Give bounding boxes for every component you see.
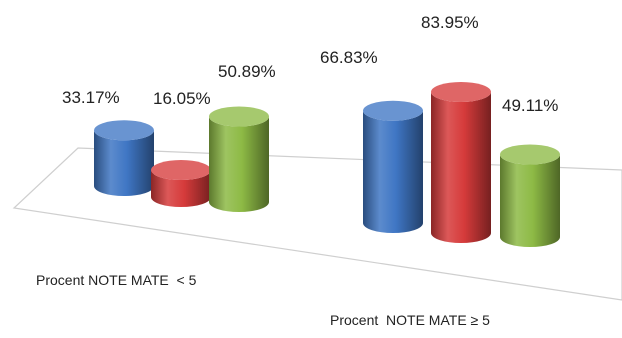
bar-body xyxy=(209,116,269,212)
labels-layer: 33.17% 16.05% 50.89% 66.83% 83.95% 49.11% Proc… xyxy=(36,13,558,328)
bar-top xyxy=(500,144,560,165)
value-label-1-3: 50.89% xyxy=(218,62,276,81)
bar-body xyxy=(431,91,491,243)
bar-top xyxy=(431,81,491,102)
bar-2-1 xyxy=(363,100,423,233)
bar-body xyxy=(151,170,211,207)
bar-2-2 xyxy=(431,81,491,243)
category-label-2: Procent NOTE MATE ≥ 5 xyxy=(330,312,490,328)
value-label-1-2: 16.05% xyxy=(153,89,211,108)
value-label-2-1: 66.83% xyxy=(320,48,378,67)
bar-top xyxy=(94,120,154,141)
bars-layer xyxy=(94,81,560,247)
bar-body xyxy=(500,154,560,247)
bar-1-3 xyxy=(209,106,269,212)
bar-body xyxy=(94,130,154,196)
bar-top xyxy=(363,100,423,121)
bar-top xyxy=(209,106,269,127)
value-label-2-2: 83.95% xyxy=(421,13,479,32)
bar-top xyxy=(151,160,211,181)
bar-1-1 xyxy=(94,120,154,196)
value-label-1-1: 33.17% xyxy=(62,88,120,107)
bar-2-3 xyxy=(500,144,560,247)
value-label-2-3: 49.11% xyxy=(502,96,558,115)
bar-1-2 xyxy=(151,160,211,207)
category-label-1: Procent NOTE MATE < 5 xyxy=(36,272,197,288)
bar-body xyxy=(363,110,423,233)
